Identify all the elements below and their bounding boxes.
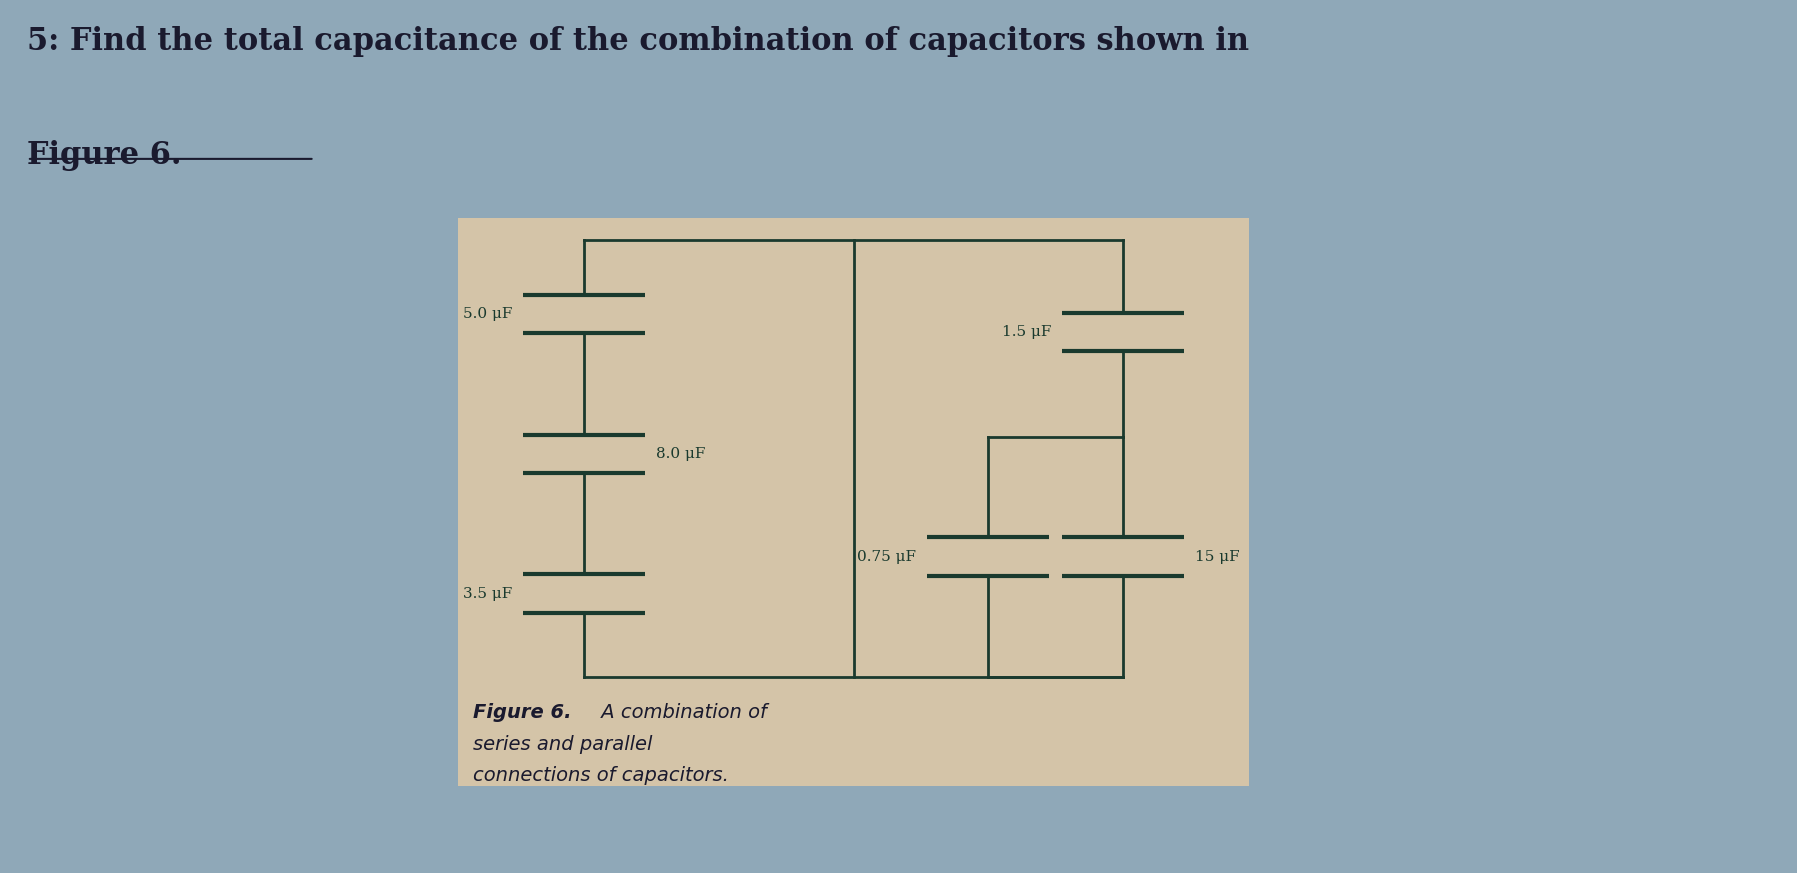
Text: Figure 6.: Figure 6. (27, 140, 181, 171)
Text: 8.0 μF: 8.0 μF (656, 447, 704, 461)
Text: series and parallel: series and parallel (473, 735, 652, 754)
Bar (458, 218, 1249, 786)
Text: A combination of: A combination of (595, 703, 767, 722)
Text: connections of capacitors.: connections of capacitors. (473, 766, 728, 786)
Text: 3.5 μF: 3.5 μF (464, 587, 512, 601)
Text: 5.0 μF: 5.0 μF (464, 307, 512, 321)
Text: 0.75 μF: 0.75 μF (857, 549, 916, 564)
Text: 15 μF: 15 μF (1195, 549, 1240, 564)
Text: 1.5 μF: 1.5 μF (1003, 325, 1051, 339)
Text: 5: Find the total capacitance of the combination of capacitors shown in: 5: Find the total capacitance of the com… (27, 26, 1249, 58)
Text: Figure 6.: Figure 6. (473, 703, 571, 722)
